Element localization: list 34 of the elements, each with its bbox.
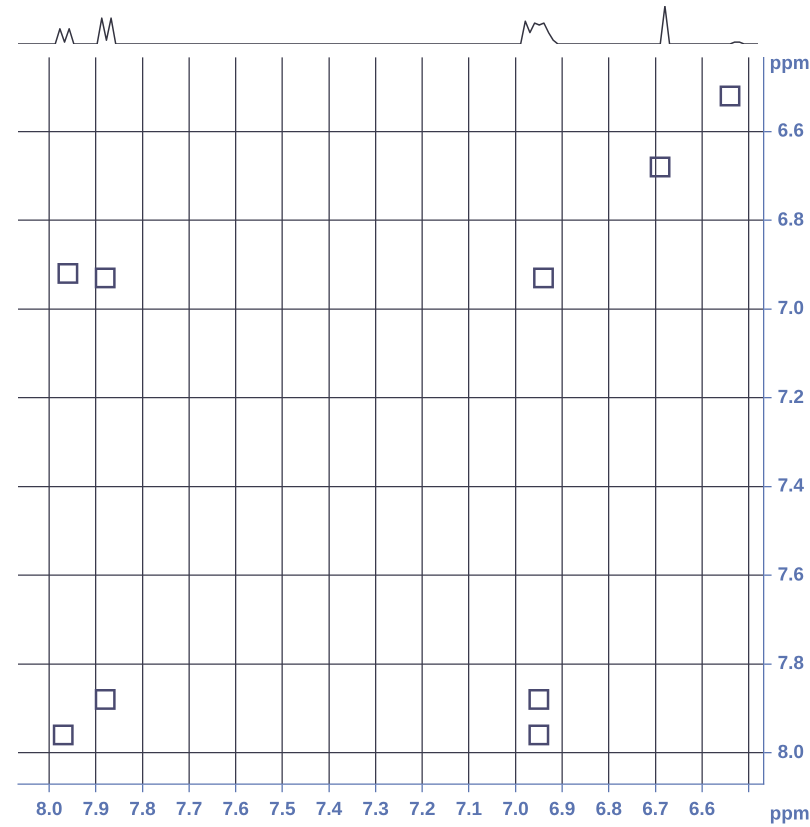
point (533, 267, 554, 288)
x-tick-label: 7.0 (502, 798, 529, 820)
x-tick-label: 7.2 (409, 798, 436, 820)
point (650, 156, 671, 178)
x-tick-label: 7.6 (222, 798, 249, 820)
x-tick-label: 7.8 (129, 798, 156, 820)
x-tick-label: 7.9 (82, 798, 110, 820)
x-tick-label: 7.3 (362, 798, 389, 820)
x-axis-title: ppm (770, 803, 810, 824)
y-tick-label: 6.6 (778, 120, 804, 142)
x-tick-label: 7.5 (269, 798, 296, 820)
y-tick-label: 7.0 (778, 298, 804, 320)
x-tick-label: 7.7 (176, 798, 202, 820)
x-tick-label: 7.1 (456, 798, 483, 820)
point (52, 724, 74, 746)
x-tick-label: 6.6 (688, 798, 716, 820)
y-tick-label: 7.2 (778, 386, 804, 408)
x-tick-label: 6.8 (596, 798, 622, 820)
y-tick-label: 7.4 (778, 476, 804, 497)
point (720, 86, 740, 106)
point (528, 689, 550, 710)
y-tick-label: 7.6 (778, 564, 804, 586)
x-tick-label: 8.0 (36, 798, 62, 820)
y-axis-title: ppm (770, 53, 810, 74)
x-tick-label: 6.9 (548, 798, 576, 820)
point (57, 263, 78, 284)
point (94, 267, 116, 288)
point (94, 689, 116, 710)
x-tick-label: 6.7 (642, 798, 669, 820)
point (528, 724, 550, 746)
x-tick-label: 7.4 (316, 798, 343, 820)
y-tick-label: 6.8 (778, 209, 804, 230)
y-tick-label: 7.8 (778, 653, 804, 674)
y-tick-label: 8.0 (778, 742, 804, 763)
